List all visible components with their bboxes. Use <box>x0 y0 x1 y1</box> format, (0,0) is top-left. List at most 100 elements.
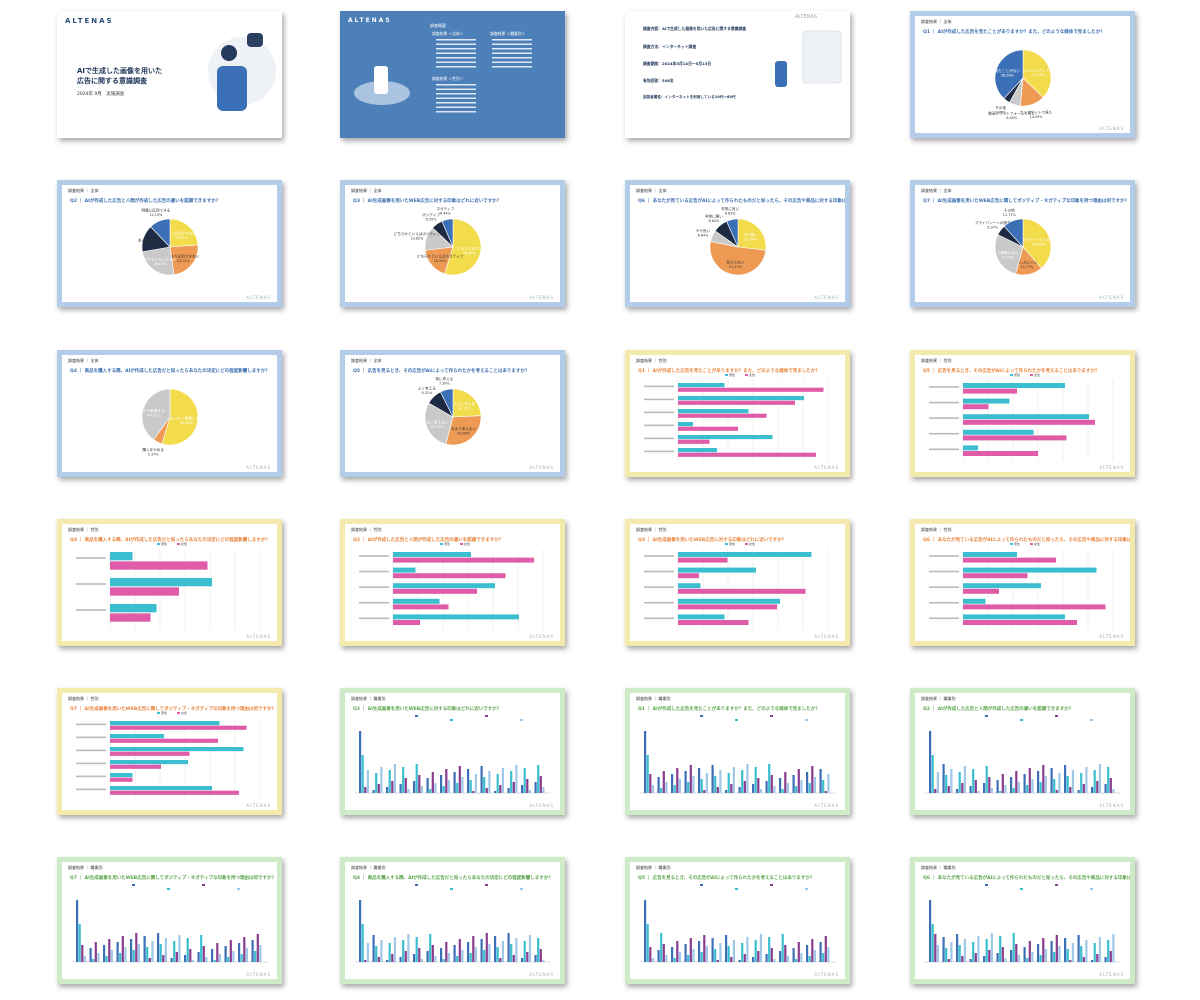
slide-occupation-4[interactable]: 調査結果 ｜ 職業別 Q4 ｜ 商品を購入する際、AIが作成した広告だと知ったらあ… <box>340 857 565 984</box>
bar <box>947 959 950 962</box>
slice-percent: 15.77% <box>1020 265 1034 269</box>
contents-item <box>436 52 476 54</box>
bar <box>1080 773 1083 793</box>
contents-item <box>492 39 532 41</box>
slide-cover[interactable]: ALTENAS AIで生成した画像を用いた 広告に関する意識調査 2024年 9月 実… <box>57 11 282 138</box>
bar <box>205 957 208 962</box>
bar <box>958 945 961 962</box>
bar <box>245 948 248 962</box>
slide-pie-1[interactable]: 調査結果 ｜ 全体 Q2 ｜ AIが作成した広告と人間が作成した広告の違いを認識で… <box>57 180 282 307</box>
slide-gender-2[interactable]: 調査結果 ｜ 性別 Q4 ｜ 商品を購入する際、AIが作成した広告だと知ったらあな… <box>57 519 282 646</box>
question-text: Q5 ｜ 広告を見るとき、その広告がAIによって作られたかを考えることはあります… <box>923 369 1100 374</box>
slide-gender-3[interactable]: 調査結果 ｜ 性別 Q2 ｜ AIが作成した広告と人間が作成した広告の違いを認識で… <box>340 519 565 646</box>
slide-gender-1[interactable]: 調査結果 ｜ 性別 Q5 ｜ 広告を見るとき、その広告がAIによって作られたかを考… <box>910 350 1135 477</box>
bar <box>765 781 768 793</box>
brand-footer: ALTENAS <box>246 295 271 300</box>
bar <box>238 943 241 962</box>
slide-gender-5[interactable]: 調査結果 ｜ 性別 Q6 ｜ あなたが見ている広告がAIによって作られたものだと知… <box>910 519 1135 646</box>
bar <box>528 790 531 793</box>
bar-female <box>963 404 989 410</box>
slide-occupation-0[interactable]: 調査結果 ｜ 職業別 Q3 ｜ AI生成画像を用いたWEB広告に対する印象はどれに… <box>340 688 565 815</box>
slide-occupation-2[interactable]: 調査結果 ｜ 職業別 Q2 ｜ AIが作成した広告と人間が作成した広告の違いを認識… <box>910 688 1135 815</box>
bar <box>716 787 719 793</box>
bar <box>1107 767 1110 793</box>
brand-footer: ALTENAS <box>529 972 554 977</box>
slice-percent: 6.64% <box>698 234 710 238</box>
person-illustration <box>374 66 388 94</box>
bar <box>526 952 529 962</box>
bar <box>768 937 771 962</box>
bar <box>512 955 515 962</box>
bar <box>684 771 687 793</box>
bar-female <box>678 413 767 418</box>
bar <box>453 772 456 793</box>
bar <box>496 947 499 962</box>
bar <box>687 782 690 793</box>
bar <box>472 936 475 962</box>
bar-male <box>963 583 1041 589</box>
slice-label: 全く区別できない <box>167 231 196 236</box>
bar <box>824 791 827 793</box>
bar <box>800 780 803 793</box>
slide-contents[interactable]: ALTENAS 調査概要 調査結果 ＜全体＞ 調査結果 ＜職業別＞ 調査結果 ＜性別＞ <box>340 11 565 138</box>
slice-percent: 27.96% <box>1001 255 1015 259</box>
bar <box>969 959 972 962</box>
bar <box>184 955 187 962</box>
bar-female <box>110 561 208 570</box>
category-label <box>644 601 674 604</box>
category-label <box>76 583 106 585</box>
bar <box>232 951 235 962</box>
bar <box>1012 788 1015 793</box>
bar <box>240 954 243 962</box>
slide-pie-0[interactable]: 調査結果 ｜ 全体 Q1 ｜ AIが作成した広告を見たことがありますか？また、どの… <box>910 11 1135 138</box>
bar <box>1001 947 1004 962</box>
bar <box>678 952 681 962</box>
bar <box>254 951 257 962</box>
bar-male <box>110 773 133 778</box>
slice-label: どちらでもない <box>457 246 482 251</box>
bar <box>393 764 396 793</box>
slide-occupation-1[interactable]: 調査結果 ｜ 職業別 Q1 ｜ AIが作成した広告を見たことがありますか？また、ど… <box>625 688 850 815</box>
slice-percent: 38.53% <box>1032 243 1046 247</box>
slide-pie-6[interactable]: 調査結果 ｜ 全体 Q5 ｜ 広告を見るとき、その広告がAIによって作られたかを考… <box>340 350 565 477</box>
bar <box>1004 958 1007 962</box>
slide-occupation-3[interactable]: 調査結果 ｜ 職業別 Q7 ｜ AI生成画像を用いたWEB広告に関してポジティブ・… <box>57 857 282 984</box>
slide-gender-0[interactable]: 調査結果 ｜ 性別 Q1 ｜ AIが作成した広告を見たことがありますか？また、どの… <box>625 350 850 477</box>
slide-overview[interactable]: ALTENAS 調査内容：AIで生成した画像を用いた広告に関する意識調査 調査方法：… <box>625 11 850 138</box>
brand-footer: ALTENAS <box>246 803 271 808</box>
chart-canvas <box>208 33 276 111</box>
bar <box>972 769 975 793</box>
bar-female <box>678 588 806 594</box>
slide-occupation-6[interactable]: 調査結果 ｜ 職業別 Q6 ｜ あなたが見ている広告がAIによって作られたものだと… <box>910 857 1135 984</box>
pie-slice <box>737 218 767 251</box>
bar-female <box>110 751 190 756</box>
bar <box>719 770 722 793</box>
slice-percent: 13.82% <box>410 237 424 241</box>
bar <box>936 772 939 793</box>
bar <box>698 941 701 962</box>
category-label <box>929 448 959 451</box>
bar <box>824 936 827 962</box>
bar <box>429 934 432 962</box>
bar-female <box>110 777 133 782</box>
bar <box>963 766 966 793</box>
slide-pie-4[interactable]: 調査結果 ｜ 全体 Q7 ｜ AI生成画像を用いたWEB広告に関してポジティブ・ネ… <box>910 180 1135 307</box>
slide-pie-3[interactable]: 調査結果 ｜ 全体 Q6 ｜ あなたが見ている広告がAIによって作られたものだと知… <box>625 180 850 307</box>
slide-occupation-5[interactable]: 調査結果 ｜ 職業別 Q5 ｜ 広告を見るとき、その広告がAIによって作られたかを… <box>625 857 850 984</box>
slide-pie-5[interactable]: 調査結果 ｜ 全体 Q4 ｜ 商品を購入する際、AIが作成した広告だと知ったらあな… <box>57 350 282 477</box>
bar <box>732 767 735 793</box>
bar <box>445 769 448 793</box>
slide-pie-2[interactable]: 調査結果 ｜ 全体 Q3 ｜ AI生成画像を用いたWEB広告に対する印象はどれに近… <box>340 180 565 307</box>
slice-percent: 38.06% <box>1001 73 1015 77</box>
slide-gender-4[interactable]: 調査結果 ｜ 性別 Q3 ｜ AI生成画像を用いたWEB広告に対する印象はどれに近… <box>625 519 850 646</box>
slide-gender-6[interactable]: 調査結果 ｜ 性別 Q7 ｜ AI生成画像を用いたWEB広告に関してポジティブ・ネ… <box>57 688 282 815</box>
pie-slice <box>150 218 171 248</box>
bar <box>488 944 491 962</box>
bar <box>961 956 964 962</box>
slice-label: プライバシーへの懸念 <box>975 220 1011 225</box>
slice-label: やや影響する <box>143 408 165 413</box>
legend-swatch <box>450 888 453 890</box>
brand-footer: ALTENAS <box>246 634 271 639</box>
